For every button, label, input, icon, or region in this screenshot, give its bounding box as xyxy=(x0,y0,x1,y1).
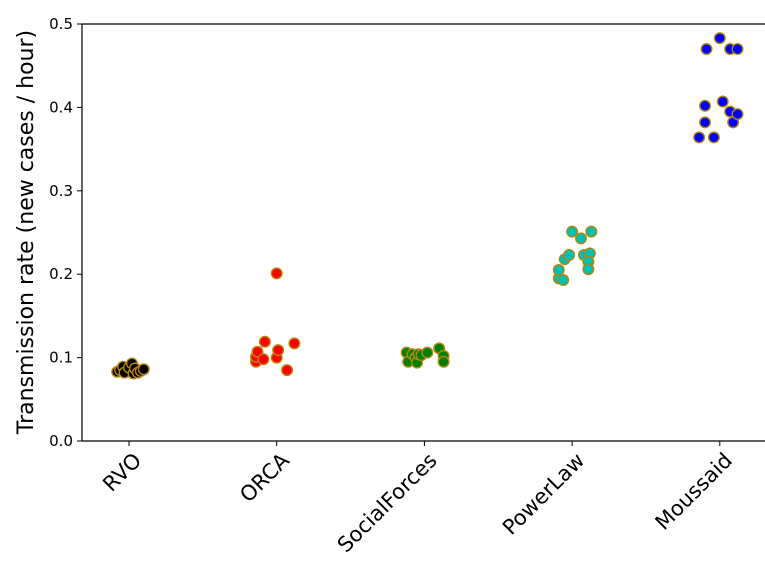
x-tick-label: ORCA xyxy=(235,448,294,507)
data-point xyxy=(437,355,450,368)
data-point xyxy=(693,131,706,144)
x-tick-label: RVO xyxy=(98,448,146,496)
data-point xyxy=(716,95,729,108)
data-point xyxy=(288,337,301,350)
data-point xyxy=(258,335,271,348)
series-rvo xyxy=(111,357,150,380)
x-tick-label: Moussaid xyxy=(651,448,737,534)
y-tick-label: 0.3 xyxy=(49,182,73,200)
data-point xyxy=(707,131,720,144)
data-point xyxy=(257,353,270,366)
data-point xyxy=(270,267,283,280)
data-point xyxy=(700,43,713,56)
data-point xyxy=(731,108,744,121)
y-tick-label: 0.4 xyxy=(49,98,73,116)
y-axis-title: Transmission rate (new cases / hour) xyxy=(14,30,39,435)
y-tick-label: 0.2 xyxy=(49,265,73,283)
x-tick-label: SocialForces xyxy=(333,448,442,557)
data-point xyxy=(272,344,285,357)
data-point xyxy=(563,249,576,262)
data-point xyxy=(699,99,712,112)
y-tick-label: 0.0 xyxy=(49,432,73,450)
data-point xyxy=(713,32,726,45)
x-tick-label: PowerLaw xyxy=(498,448,589,539)
y-axis-ticks: 0.0 0.1 0.2 0.3 0.4 0.5 xyxy=(49,15,82,450)
axes xyxy=(81,23,765,442)
data-point xyxy=(557,274,570,287)
series-socialforces xyxy=(400,342,450,369)
data-point xyxy=(582,263,595,276)
y-tick-label: 0.5 xyxy=(49,15,73,33)
data-point xyxy=(585,225,598,238)
data-point xyxy=(552,264,565,277)
data-point xyxy=(731,43,744,56)
data-point xyxy=(281,364,294,377)
y-tick-label: 0.1 xyxy=(49,349,73,367)
series-powerlaw xyxy=(552,225,598,287)
series-orca xyxy=(250,267,301,377)
data-point xyxy=(137,363,150,376)
data-point xyxy=(574,232,587,245)
x-axis-ticks: RVO ORCA SocialForces PowerLaw Moussaid xyxy=(98,441,737,557)
data-point xyxy=(699,116,712,129)
series-moussaid xyxy=(693,32,744,144)
data-point xyxy=(421,346,434,359)
data-points xyxy=(111,32,744,380)
data-point xyxy=(566,225,579,238)
